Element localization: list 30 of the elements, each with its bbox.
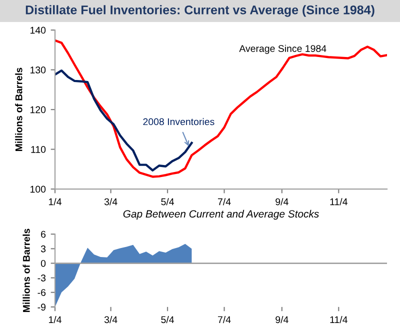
x-tick-label: 11/4 xyxy=(330,198,348,206)
x-tick-label: 5/4 xyxy=(161,316,174,324)
x-tick-label: 3/4 xyxy=(104,316,118,324)
x-tick-label: 7/4 xyxy=(218,198,231,206)
y-tick-label: 3 xyxy=(40,245,46,252)
y-axis-title: Millions of Barrels xyxy=(15,68,22,152)
x-tick-label: 1/4 xyxy=(48,316,62,324)
y-tick-label: -3 xyxy=(38,274,46,282)
text: 2008 Inventories xyxy=(143,118,214,126)
x-tick-label: 1/4 xyxy=(48,198,62,206)
y-tick-label: 0 xyxy=(40,260,46,267)
y-tick-label: 110 xyxy=(31,146,46,153)
y-tick-label: 120 xyxy=(30,106,46,114)
x-tick-label: 3/4 xyxy=(104,198,118,206)
line-series xyxy=(55,39,387,178)
y-axis-title: Millions of Barrels xyxy=(22,228,30,312)
y-tick-label: -6 xyxy=(38,289,46,296)
chart-title: Gap Between Current and Average Stocks xyxy=(123,210,319,220)
x-tick-label: 5/4 xyxy=(161,198,174,206)
series-label: Average Since 1984 xyxy=(239,44,326,54)
y-tick-label: 100 xyxy=(30,186,46,193)
x-tick-label: 9/4 xyxy=(276,316,288,324)
y-tick-label: -9 xyxy=(38,304,46,311)
x-tick-label: 9/4 xyxy=(276,198,288,206)
x-tick-label: 7/4 xyxy=(218,316,231,324)
chart-title: Distillate Fuel Inventories: Current vs Average (Since 1984) xyxy=(26,5,374,17)
y-tick-label: 6 xyxy=(41,230,46,238)
y-tick-label: 130 xyxy=(30,66,46,74)
y-tick-label: 140 xyxy=(30,26,46,34)
x-tick-label: 11/4 xyxy=(330,316,348,324)
